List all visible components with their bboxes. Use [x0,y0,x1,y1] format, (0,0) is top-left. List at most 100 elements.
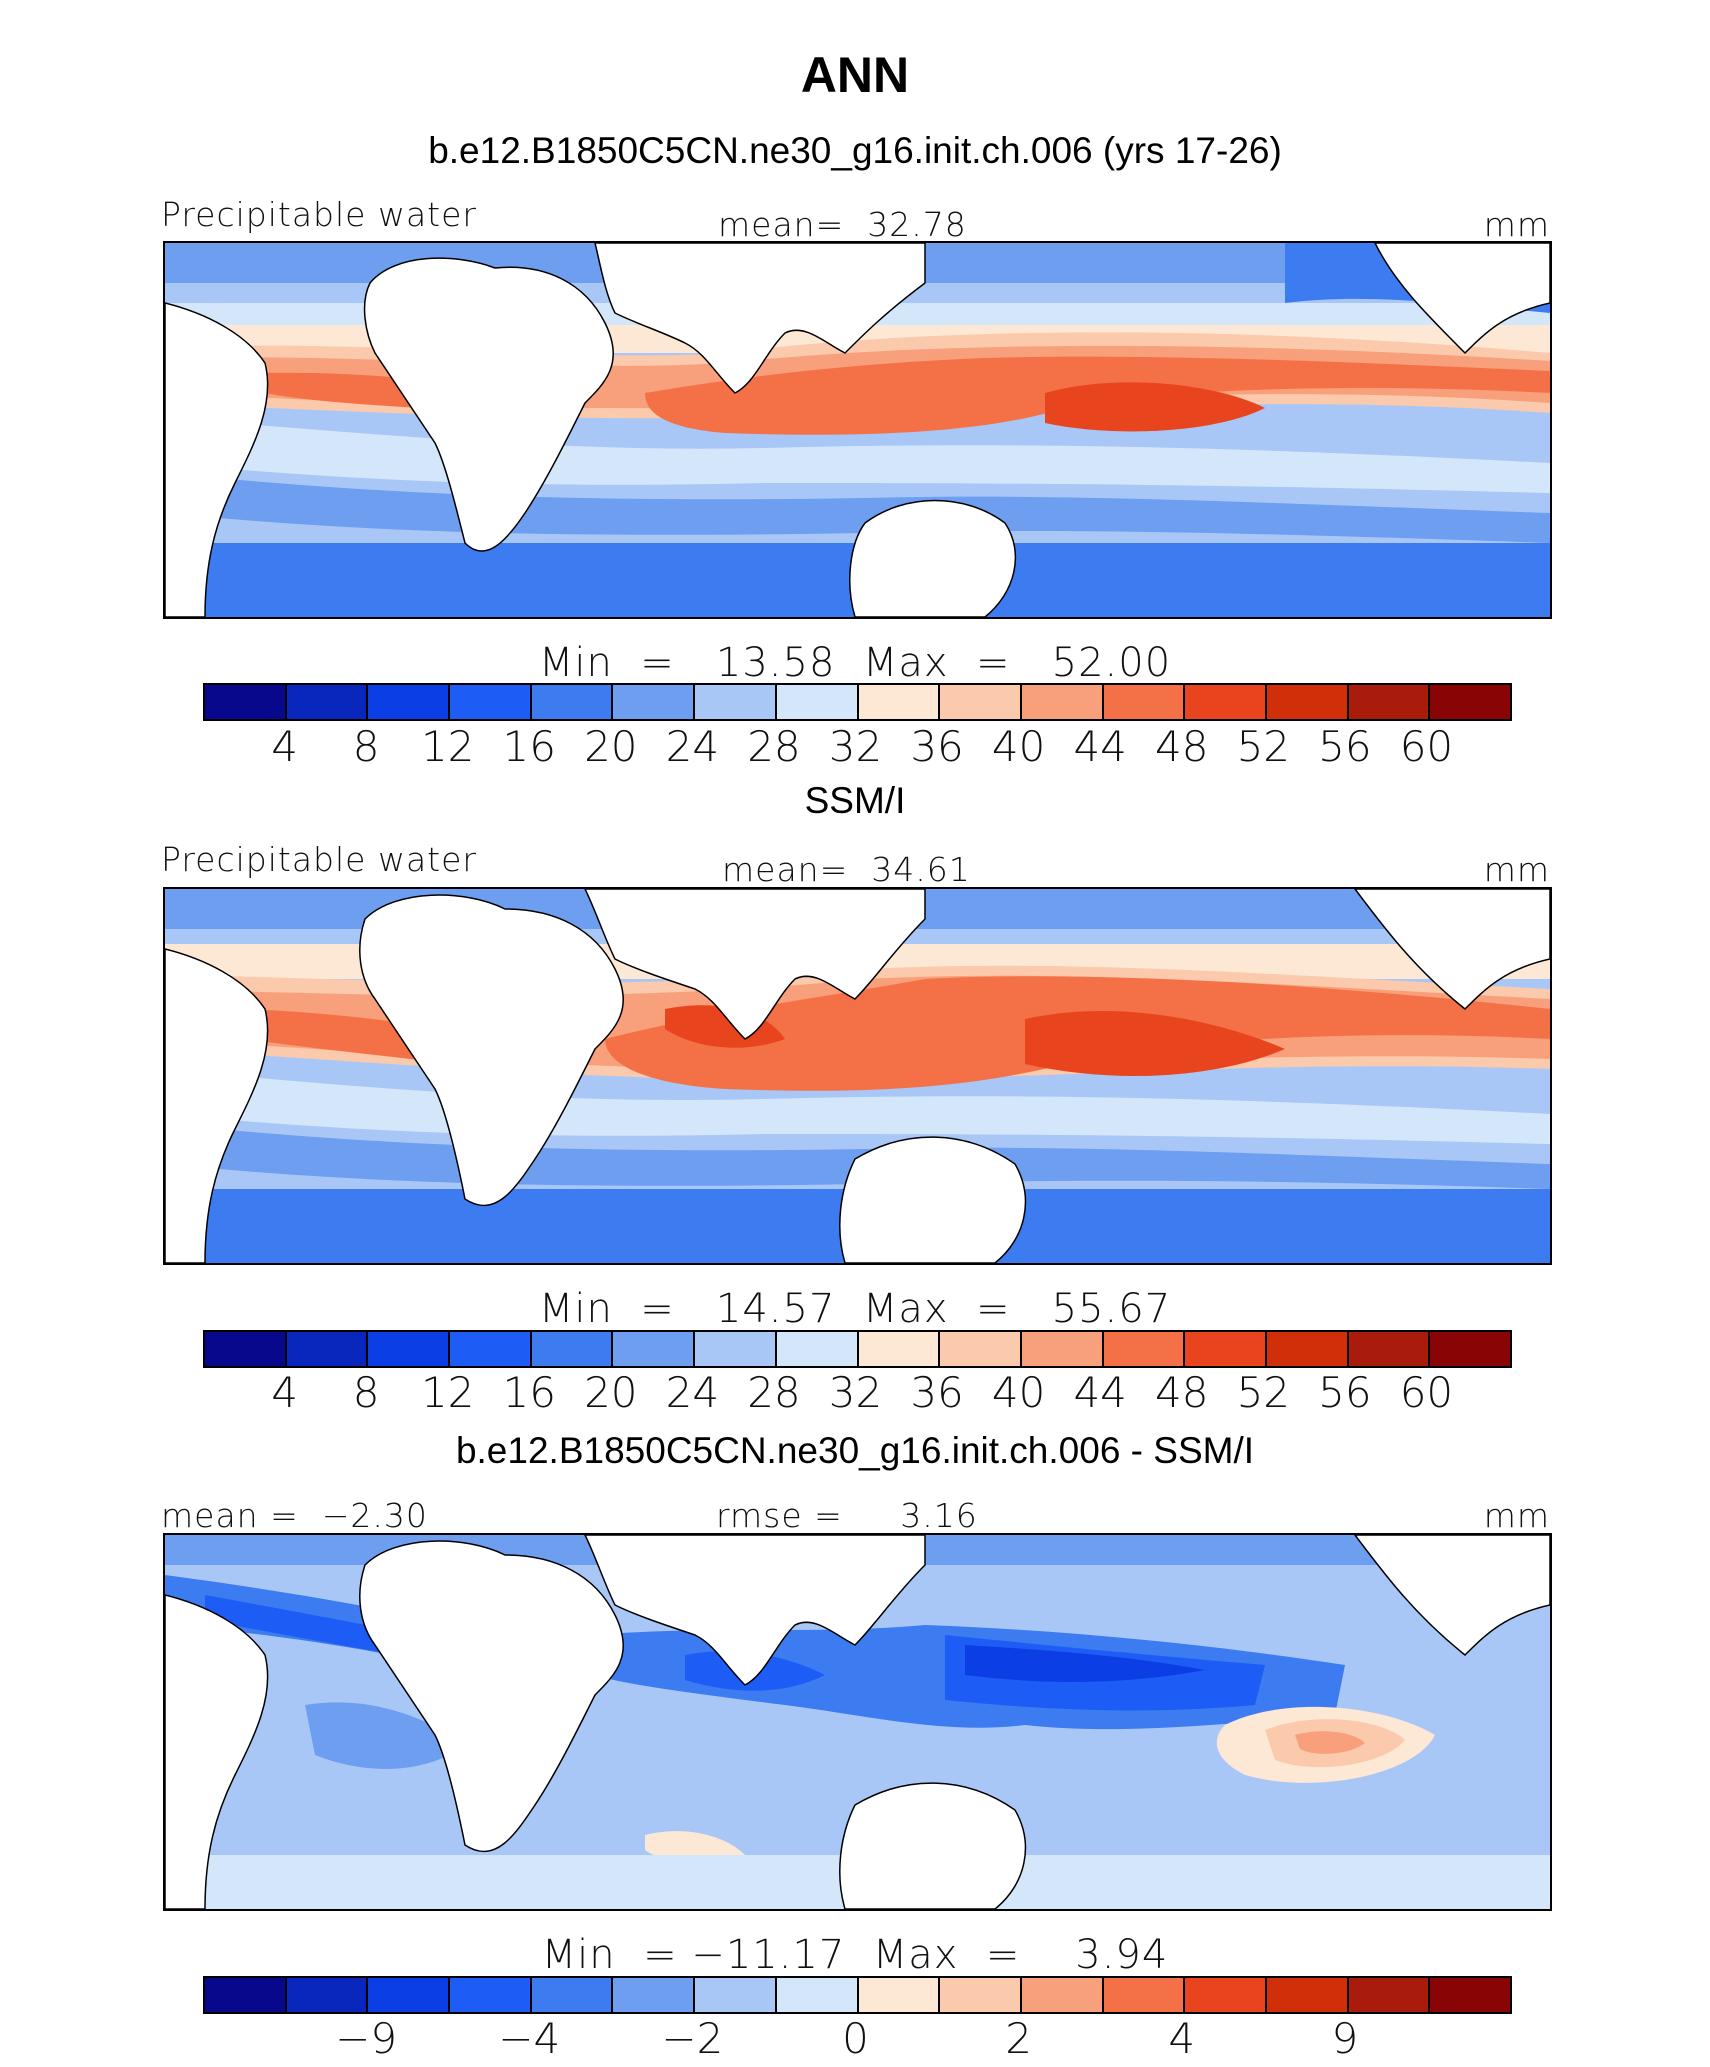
colorbar-swatch [286,685,369,719]
colorbar-tick-label: 16 [502,722,556,771]
colorbar-tick-label: 52 [1236,1368,1291,1417]
colorbar-tick-label: 4 [1168,2014,1196,2063]
colorbar-swatch [858,1978,941,2012]
colorbar-tick-label: 2 [1005,2014,1032,2063]
colorbar-swatch [1021,1978,1104,2012]
panel-1-heading: b.e12.B1850C5CN.ne30_g16.init.ch.006 (yr… [428,130,1282,171]
colorbar-tick-label: 56 [1318,1368,1372,1417]
panel-3-colorbar-ticks: −9 −4 −2 0 2 4 9 [0,2014,1710,2063]
colorbar-swatch [286,1332,369,1366]
colorbar-swatch [940,685,1022,719]
colorbar-tick-label: 4 [271,722,298,771]
colorbar-swatch [1348,685,1431,719]
colorbar-swatch [613,1978,696,2012]
colorbar-swatch [531,1332,614,1366]
colorbar-swatch [368,685,451,719]
panel-3-colorbar [203,1976,1512,2014]
colorbar-swatch [613,1332,696,1366]
colorbar-tick-label: 28 [747,722,801,771]
colorbar-swatch [1430,1332,1510,1366]
colorbar-tick-label: 56 [1318,722,1372,771]
colorbar-swatch [368,1978,451,2012]
colorbar-tick-label: 0 [842,2014,869,2063]
colorbar-swatch [1266,1978,1349,2012]
colorbar-tick-label: 28 [747,1368,801,1417]
figure-title: ANN [800,47,910,103]
colorbar-tick-label: 32 [828,1368,883,1417]
colorbar-swatch [858,1332,941,1366]
colorbar-swatch [1266,1332,1349,1366]
colorbar-swatch [531,1978,614,2012]
colorbar-tick-label: 4 [271,1368,298,1417]
colorbar-swatch [1430,1978,1510,2012]
colorbar-swatch [205,1332,287,1366]
colorbar-tick-label: 9 [1331,2014,1359,2063]
colorbar-tick-label: 48 [1155,1368,1209,1417]
panel-2-center-label: mean= 34.61 [722,850,971,889]
panel-2-map [163,887,1552,1265]
colorbar-swatch [1103,685,1186,719]
panel-2-colorbar-ticks: 4 8 12 16 20 24 28 32 36 40 44 48 52 56 60 [0,1368,1710,1417]
colorbar-swatch [1348,1978,1431,2012]
colorbar-swatch [1266,685,1349,719]
colorbar-swatch [1185,685,1267,719]
colorbar-swatch [776,1978,859,2012]
colorbar-tick-label: 20 [584,722,638,771]
panel-2-minmax: Min = 14.57 Max = 55.67 [538,1286,1172,1332]
colorbar-swatch [695,1978,777,2012]
colorbar-tick-label: 40 [991,722,1046,771]
panel-2-heading: SSM/I [804,780,906,821]
panel-1-minmax: Min = 13.58 Max = 52.00 [538,640,1172,686]
colorbar-swatch [695,685,777,719]
colorbar-tick-label: 20 [584,1368,638,1417]
panel-1-map [163,241,1552,619]
colorbar-swatch [205,1978,287,2012]
panel-1-colorbar [203,683,1512,721]
colorbar-swatch [1021,685,1104,719]
colorbar-swatch [1185,1978,1267,2012]
colorbar-tick-label: −9 [335,2014,398,2063]
colorbar-swatch [531,685,614,719]
panel-1-units: mm [1483,205,1550,244]
colorbar-swatch [368,1332,451,1366]
colorbar-swatch [450,1332,532,1366]
panel-2-units: mm [1483,850,1550,889]
panel-3-heading: b.e12.B1850C5CN.ne30_g16.init.ch.006 - S… [455,1430,1255,1471]
panel-3-minmax: Min = −11.17 Max = 3.94 [541,1932,1169,1978]
panel-2-colorbar [203,1330,1512,1368]
colorbar-swatch [450,1978,532,2012]
colorbar-tick-label: 12 [420,1368,475,1417]
colorbar-swatch [940,1978,1022,2012]
colorbar-tick-label: 12 [420,722,475,771]
colorbar-tick-label: 36 [910,1368,964,1417]
colorbar-tick-label: 36 [910,722,964,771]
colorbar-tick-label: −2 [661,2014,724,2063]
colorbar-swatch [858,685,941,719]
colorbar-tick-label: 60 [1399,722,1454,771]
colorbar-tick-label: 40 [991,1368,1046,1417]
colorbar-swatch [450,685,532,719]
colorbar-tick-label: 32 [828,722,883,771]
colorbar-swatch [695,1332,777,1366]
colorbar-tick-label: 48 [1155,722,1209,771]
colorbar-tick-label: 52 [1236,722,1291,771]
panel-3-center-label: rmse = 3.16 [716,1496,978,1535]
colorbar-tick-label: 8 [352,722,380,771]
colorbar-tick-label: 44 [1073,1368,1127,1417]
colorbar-swatch [1103,1332,1186,1366]
colorbar-swatch [1103,1978,1186,2012]
panel-1-colorbar-ticks: 4 8 12 16 20 24 28 32 36 40 44 48 52 56 60 [0,722,1710,771]
colorbar-swatch [286,1978,369,2012]
colorbar-tick-label: 8 [352,1368,380,1417]
colorbar-swatch [205,685,287,719]
colorbar-tick-label: 24 [665,1368,720,1417]
colorbar-swatch [1430,685,1510,719]
colorbar-tick-label: −4 [498,2014,561,2063]
colorbar-swatch [1185,1332,1267,1366]
colorbar-swatch [940,1332,1022,1366]
colorbar-swatch [776,685,859,719]
panel-1-left-label: Precipitable water [161,195,477,234]
panel-3-left-label: mean = −2.30 [161,1496,428,1535]
colorbar-tick-label: 24 [665,722,720,771]
colorbar-swatch [776,1332,859,1366]
